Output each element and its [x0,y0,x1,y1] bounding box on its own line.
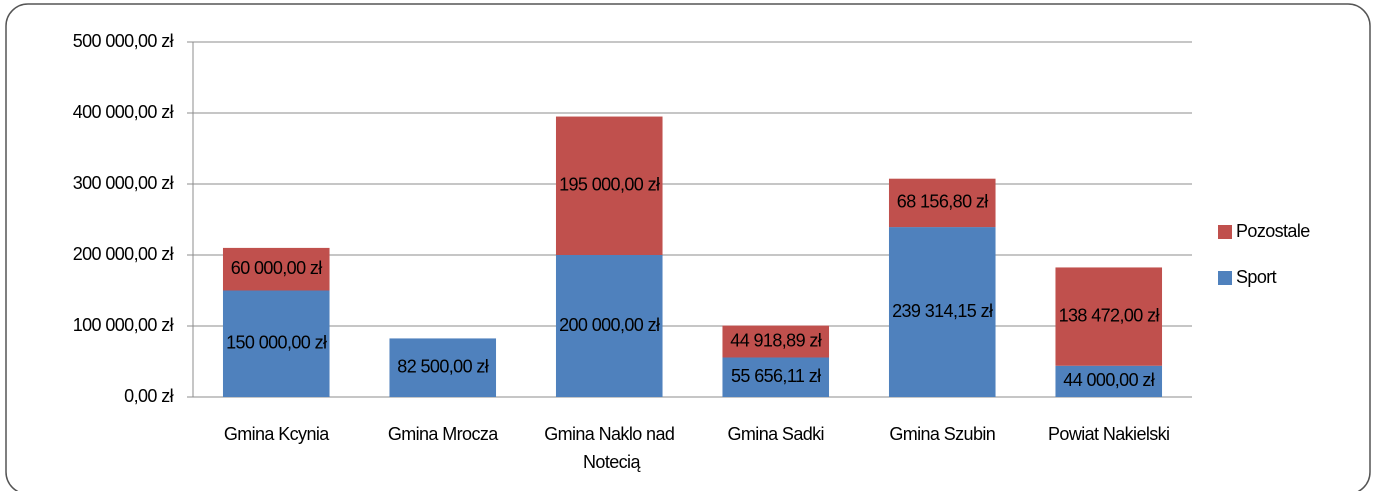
data-label: 82 500,00 zł [397,356,488,376]
data-label: 239 314,15 zł [892,301,993,321]
y-tick-label: 400 000,00 zł [73,102,174,122]
data-label: 68 156,80 zł [897,192,988,212]
bar-segment [888,178,996,228]
x-tick-label: Gmina Kcynia [224,424,330,444]
data-label: 200 000,00 zł [559,315,660,335]
bar-segment [555,255,663,397]
bar-segment [1055,365,1163,397]
legend-label: Pozostale [1236,221,1310,241]
bar-segment [222,290,330,397]
y-tick-label: 300 000,00 zł [73,173,174,193]
bar-segment [888,227,996,397]
chart-frame [5,3,1371,491]
bar-segment [722,325,830,358]
data-label: 55 656,11 zł [731,366,821,386]
data-label: 44 000,00 zł [1063,370,1154,390]
y-tick-label: 500 000,00 zł [73,31,174,51]
data-label: 44 918,89 zł [730,330,821,350]
legend-swatch [1218,271,1232,285]
legend-swatch [1218,225,1232,239]
bar-segment [1055,267,1163,366]
bar-segment [555,116,663,255]
y-tick-label: 100 000,00 zł [73,315,174,335]
x-tick-label: Gmina Mrocza [388,424,499,444]
data-label: 138 472,00 zł [1059,305,1160,325]
bar-segment [389,338,497,397]
x-tick-label: Gmina Szubin [889,424,995,444]
data-label: 195 000,00 zł [559,175,660,195]
x-tick-label: Powiat Nakielski [1048,424,1169,444]
x-tick-label: Gmina Sadki [728,424,824,444]
legend-label: Sport [1236,267,1277,287]
bar-segment [222,247,330,291]
data-label: 60 000,00 zł [231,258,322,278]
data-label: 150 000,00 zł [226,333,327,353]
y-tick-label: 200 000,00 zł [73,244,174,264]
y-tick-label: 0,00 zł [124,386,173,406]
bar-segment [722,357,830,397]
x-tick-label: Gmina Naklo nad Notecią [544,424,674,472]
